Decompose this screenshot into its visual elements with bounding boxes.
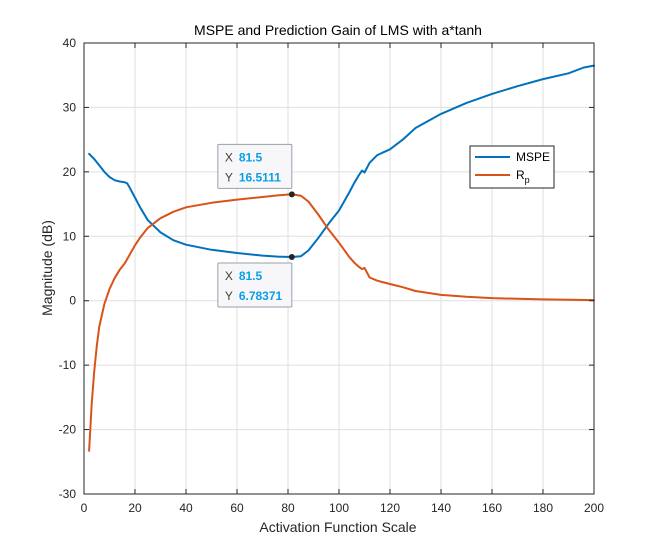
x-tick-label: 20: [128, 501, 142, 515]
datatip-y-label: Y: [225, 170, 233, 184]
datatip-row-x: X 81.5: [225, 269, 263, 283]
series-line-r-p: [88, 193, 595, 452]
series-line-mspe: [88, 64, 595, 258]
x-tick-label: 80: [281, 501, 295, 515]
y-tick-label: 20: [63, 165, 77, 179]
datatip-x-label: X: [225, 150, 233, 164]
y-tick-label: -10: [59, 358, 77, 372]
legend-label-main: R: [516, 168, 525, 182]
x-tick-label: 40: [179, 501, 193, 515]
datatip-row-y: Y 16.5111: [225, 170, 281, 184]
legend-label-mspe: MSPE: [516, 150, 550, 164]
datatip-box: [217, 262, 293, 308]
y-tick-label: -20: [59, 423, 77, 437]
x-tick-label: 140: [431, 501, 451, 515]
datatip-y-value: 16.5111: [239, 170, 281, 184]
legend-label-sub: p: [525, 175, 530, 185]
chart-title: MSPE and Prediction Gain of LMS with a*t…: [194, 22, 482, 38]
datatip-row-y: Y 6.78371: [225, 289, 283, 303]
datatip-x-value: 81.5: [239, 269, 263, 283]
x-axis-label: Activation Function Scale: [259, 519, 416, 535]
datatip-marker: [288, 254, 295, 261]
x-tick-label: 120: [380, 501, 400, 515]
y-tick-label: 40: [63, 36, 77, 50]
x-tick-label: 160: [482, 501, 502, 515]
x-tick-label: 180: [533, 501, 553, 515]
legend[interactable]: MSPE Rp: [469, 145, 555, 189]
datatip-x-label: X: [225, 269, 233, 283]
ticks: 0 20 40 60 80 100 120 140 160 180 200 -30 -20 -10 0 10 2…: [59, 36, 605, 515]
y-tick-label: -30: [59, 487, 77, 501]
datatip[interactable]: X 81.5 Y 6.78371: [217, 254, 295, 308]
datatip-x-value: 81.5: [239, 150, 263, 164]
datatip[interactable]: X 81.5 Y 16.5111: [217, 143, 295, 198]
legend-item-r-p: Rp: [475, 168, 530, 185]
series-lines: [88, 64, 595, 452]
datatips: X 81.5 Y 16.5111 X 81.5 Y 6.78371: [217, 143, 295, 308]
y-tick-label: 30: [63, 100, 77, 114]
datatip-row-x: X 81.5: [225, 150, 263, 164]
x-tick-label: 0: [81, 501, 88, 515]
datatip-y-label: Y: [225, 289, 233, 303]
datatip-marker: [288, 191, 295, 198]
x-tick-label: 100: [329, 501, 349, 515]
legend-box: [469, 145, 555, 189]
y-tick-label: 0: [69, 294, 76, 308]
y-axis-label: Magnitude (dB): [39, 220, 55, 316]
datatip-y-value: 6.78371: [239, 289, 283, 303]
legend-label-r-p: Rp: [516, 168, 530, 185]
legend-item-mspe: MSPE: [475, 150, 550, 164]
datatip-box: [217, 143, 293, 189]
x-tick-label: 200: [584, 501, 604, 515]
y-tick-label: 10: [63, 229, 77, 243]
x-tick-label: 60: [230, 501, 244, 515]
